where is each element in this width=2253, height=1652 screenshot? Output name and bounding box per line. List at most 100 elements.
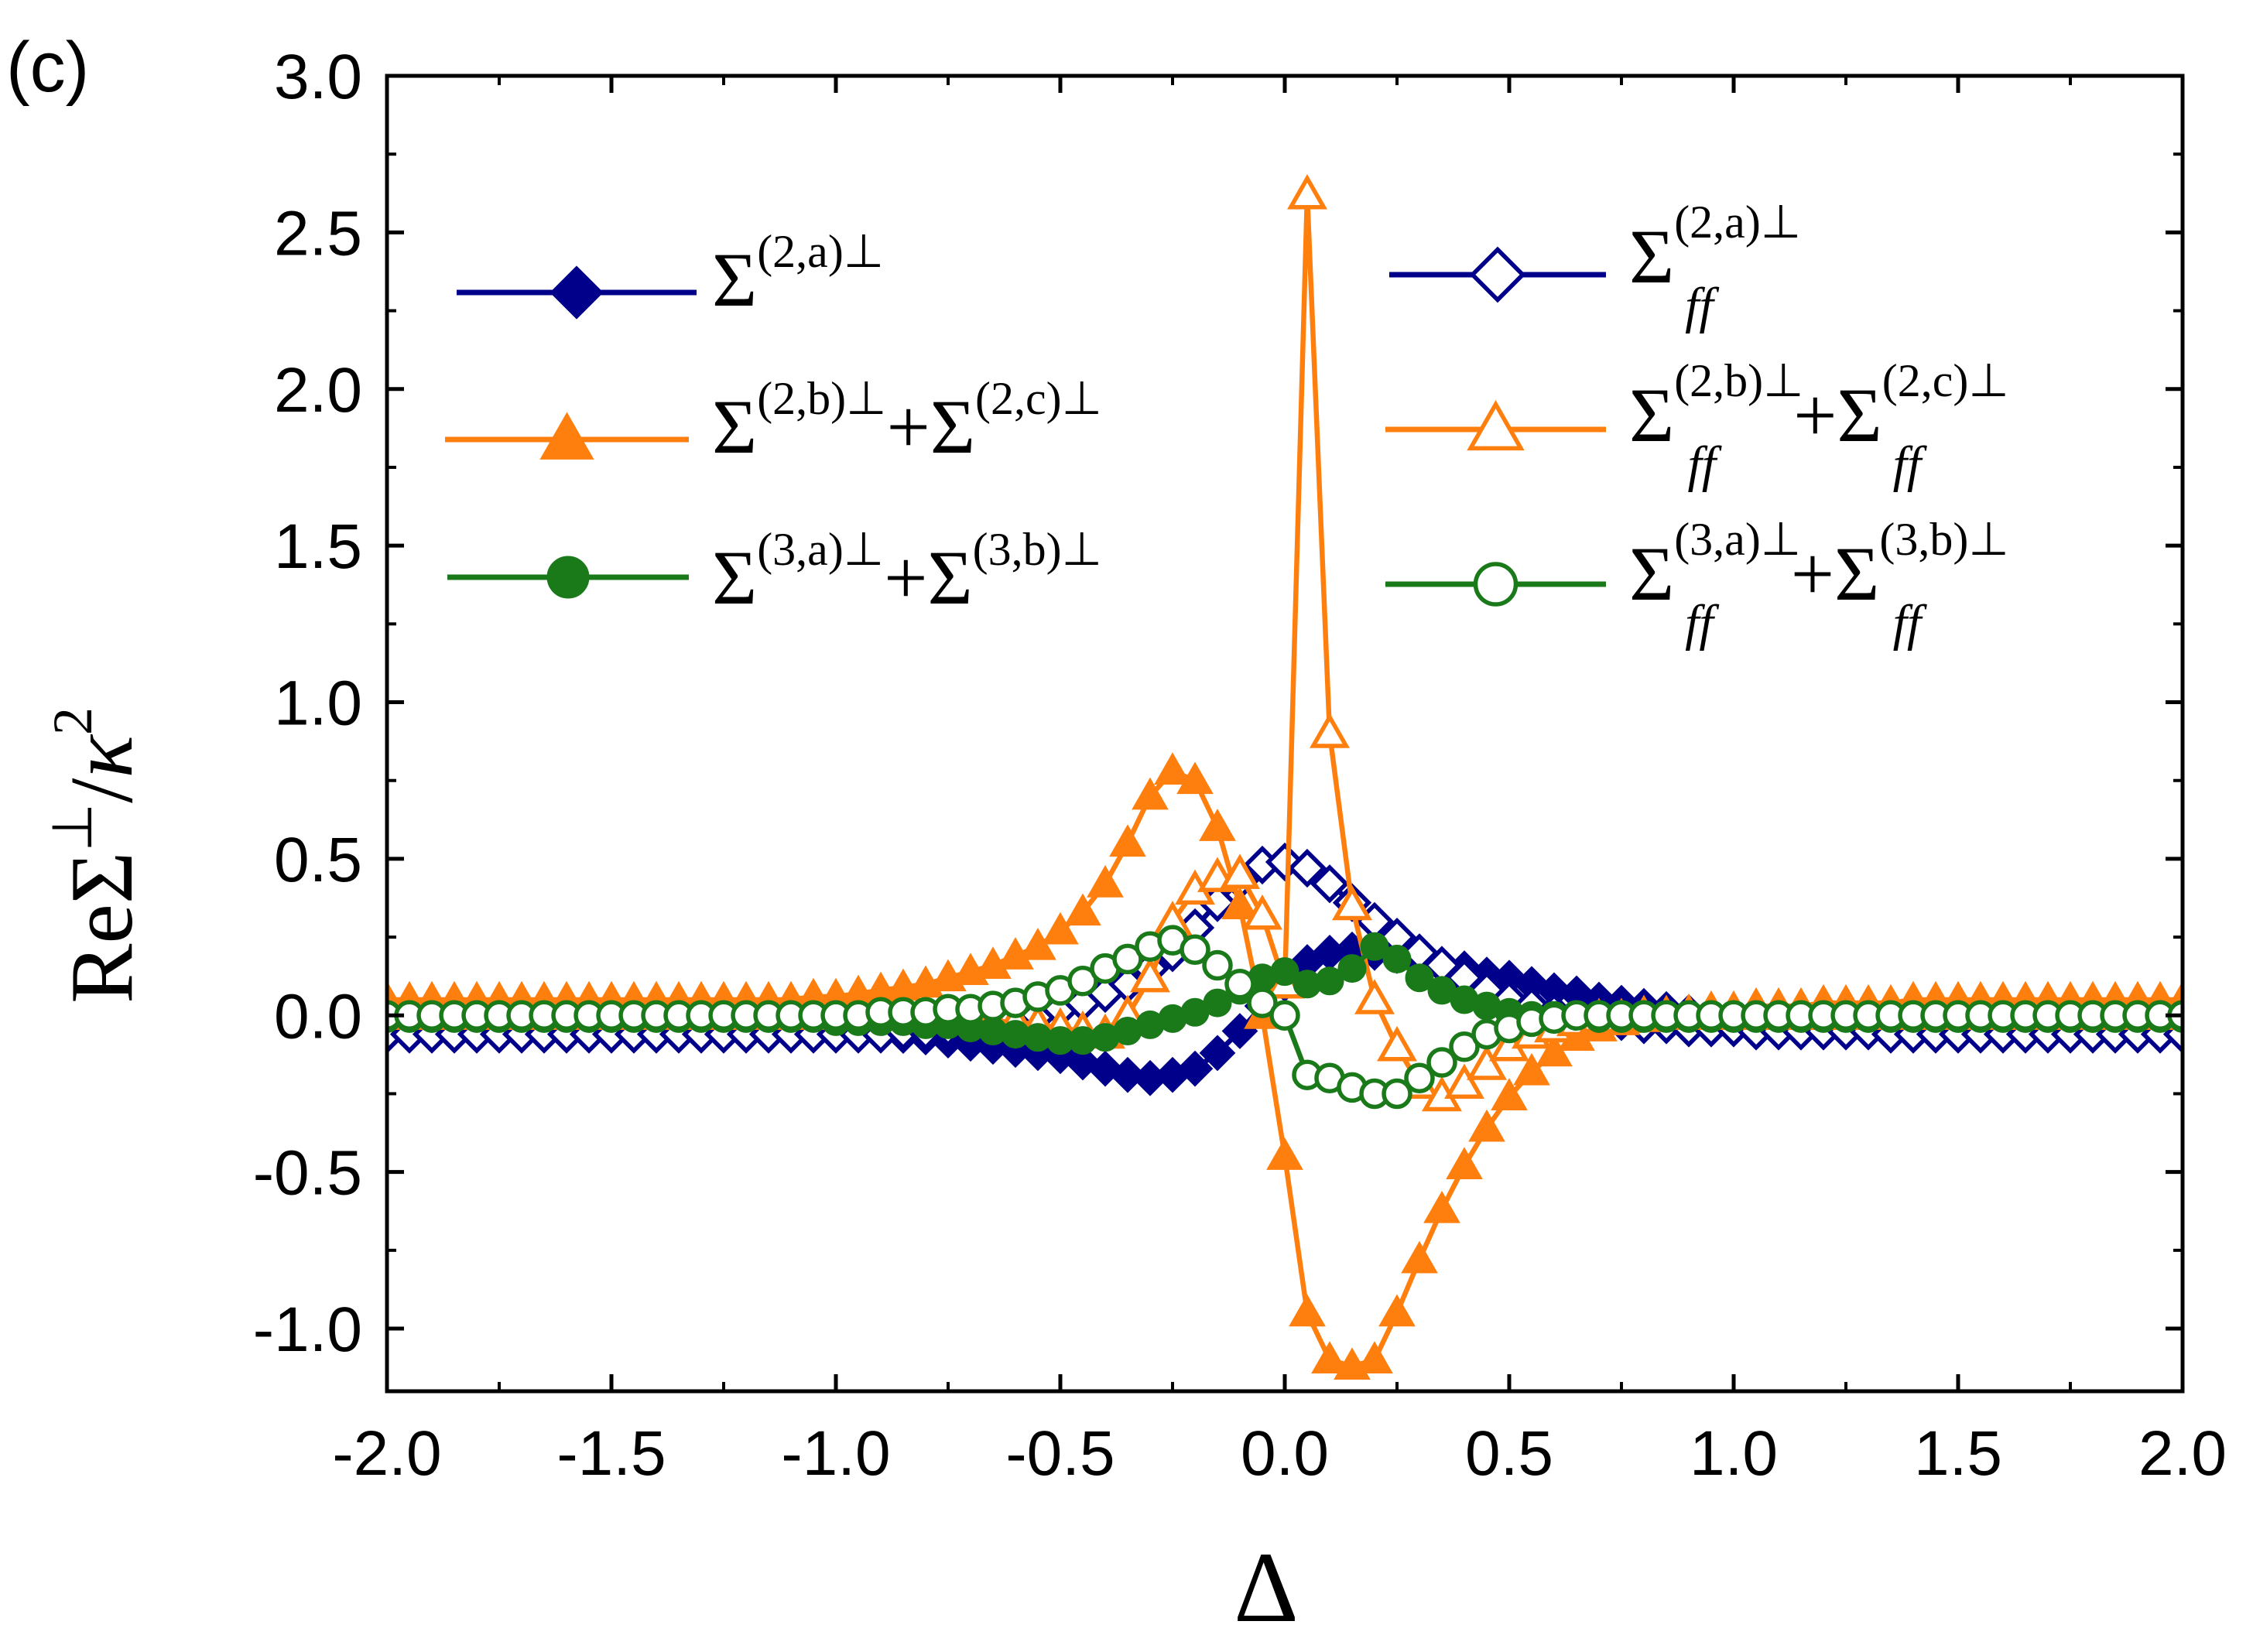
legend-label: Σ(3,a)⊥ ff+Σ(3,b)⊥ ff [1629, 514, 2009, 652]
y-axis-title-slash: / [53, 778, 152, 803]
data-point [1423, 1190, 1460, 1223]
data-point [1449, 1031, 1480, 1062]
data-point [1109, 1056, 1146, 1093]
legend-label-sub2: ff [1893, 436, 1927, 493]
legend-label: Σ(2,b)⊥+Σ(2,c)⊥ [712, 373, 1102, 470]
data-point [1491, 1078, 1528, 1110]
legend-label: Σ(3,a)⊥+Σ(3,b)⊥ [712, 524, 1102, 621]
data-point [1130, 956, 1170, 993]
data-point [1337, 954, 1367, 983]
legend-label: Σ(2,b)⊥ ff+Σ(2,c)⊥ ff [1629, 355, 2009, 493]
data-point [1109, 824, 1146, 857]
data-point [1220, 853, 1260, 889]
data-point [1269, 1000, 1300, 1031]
legend-label: Σ(2,a)⊥ [712, 226, 884, 323]
data-point [1067, 966, 1098, 997]
y-axis-title-prefix: Re [53, 904, 152, 1004]
data-point [1199, 809, 1236, 841]
legend-label-sup: (2,a)⊥ [757, 226, 884, 277]
data-point [1287, 848, 1327, 888]
data-point [1087, 865, 1124, 898]
data-point [1356, 1341, 1393, 1373]
legend-label-sup: (2,b)⊥ [1674, 355, 1803, 406]
legend-item-0: Σ(2,a)⊥ [457, 226, 884, 323]
x-tick-label: 0.0 [1241, 1418, 1329, 1489]
legend-label-plus: + [884, 535, 927, 621]
data-point [1332, 884, 1372, 921]
data-point [1289, 1294, 1326, 1327]
y-axis-title-sigma: Σ [53, 852, 152, 905]
x-tick-label: -2.0 [332, 1418, 441, 1489]
y-tick-label: -0.5 [253, 1138, 362, 1209]
legend-label-base: Σ [1629, 214, 1674, 299]
data-point [1446, 1147, 1483, 1180]
data-point [1019, 927, 1056, 960]
data-point [1377, 1025, 1417, 1062]
x-ticks: -2.0 -1.5 -1.0 -0.5 0.0 0.5 1.0 1.5 2.0 [332, 76, 2227, 1489]
y-ticks: -1.0 -0.5 0.0 0.5 1.0 1.5 2.0 2.5 3.0 [253, 42, 2183, 1365]
data-point [1132, 777, 1169, 810]
legend-item-5: Σ(3,a)⊥ ff+Σ(3,b)⊥ ff [1385, 514, 2009, 652]
y-tick-label: 3.0 [274, 42, 362, 112]
legend-label-base2: Σ [1834, 531, 1879, 617]
legend-label: Σ(2,a)⊥ ff [1629, 197, 1801, 334]
data-point [1270, 957, 1299, 987]
data-point [1203, 988, 1232, 1018]
legend-label-sup: (2,a)⊥ [1674, 197, 1801, 248]
legend-label-plus: + [1791, 531, 1834, 617]
legend-label-plus: + [1793, 372, 1837, 458]
legend-marker [546, 556, 590, 599]
x-tick-label: 0.5 [1465, 1418, 1553, 1489]
legend-label-sup2: (3,b)⊥ [973, 524, 1102, 575]
x-axis-title: Δ [1234, 1532, 1299, 1643]
y-tick-label: 2.5 [274, 198, 362, 268]
y-tick-label: 0.0 [274, 981, 362, 1052]
legend-marker [539, 412, 594, 460]
data-point [1354, 979, 1395, 1014]
y-tick-label: 1.5 [274, 511, 362, 582]
y-tick-label: 2.0 [274, 355, 362, 426]
legend-label-sup: (3,a)⊥ [1674, 514, 1801, 565]
legend-marker [550, 265, 604, 320]
data-point [1315, 966, 1344, 996]
data-point [1311, 1341, 1348, 1373]
legend-label-sup2: (2,c)⊥ [1882, 355, 2009, 406]
data-point [1242, 894, 1282, 930]
legend-label-base2: Σ [927, 535, 972, 621]
x-tick-label: -0.5 [1005, 1418, 1115, 1489]
data-point [1536, 1034, 1573, 1067]
panel-label: (c) [6, 28, 89, 107]
legend: Σ(2,a)⊥Σ(2,b)⊥+Σ(2,c)⊥Σ(3,a)⊥+Σ(3,b)⊥Σ(2… [445, 197, 2009, 652]
x-tick-label: 1.0 [1690, 1418, 1778, 1489]
data-point [1042, 912, 1079, 945]
data-point [1401, 1240, 1438, 1274]
legend-label-sup: (2,b)⊥ [757, 373, 886, 424]
legend-item-2: Σ(3,a)⊥+Σ(3,b)⊥ [447, 524, 1102, 621]
y-tick-label: -1.0 [253, 1295, 362, 1365]
y-axis-title-kappa: κ [53, 734, 152, 778]
data-point [1310, 713, 1350, 748]
legend-label-sub2: ff [1893, 595, 1927, 652]
series-5 [387, 925, 2183, 1110]
data-point [1360, 932, 1389, 961]
legend-item-3: Σ(2,a)⊥ ff [1389, 197, 1801, 334]
legend-label-sup2: (2,c)⊥ [975, 373, 1102, 424]
data-point [1378, 1294, 1416, 1327]
y-tick-label: 1.0 [274, 669, 362, 739]
data-point [1199, 1035, 1236, 1072]
data-point [1513, 1052, 1550, 1086]
data-point [1180, 934, 1210, 966]
legend-label-base2: Σ [930, 384, 975, 470]
axes [385, 74, 2185, 1394]
data-point [1112, 943, 1143, 975]
data-point [1221, 887, 1258, 920]
legend-label-sub: ff [1685, 595, 1719, 652]
legend-marker [1473, 562, 1519, 607]
data-point [1176, 761, 1214, 795]
data-point [1404, 1062, 1435, 1093]
legend-label-sub: ff [1687, 436, 1721, 493]
data-point [1382, 1078, 1412, 1110]
data-point [1154, 752, 1191, 785]
data-point [1468, 1109, 1505, 1142]
legend-label-sup2: (3,b)⊥ [1879, 514, 2008, 565]
